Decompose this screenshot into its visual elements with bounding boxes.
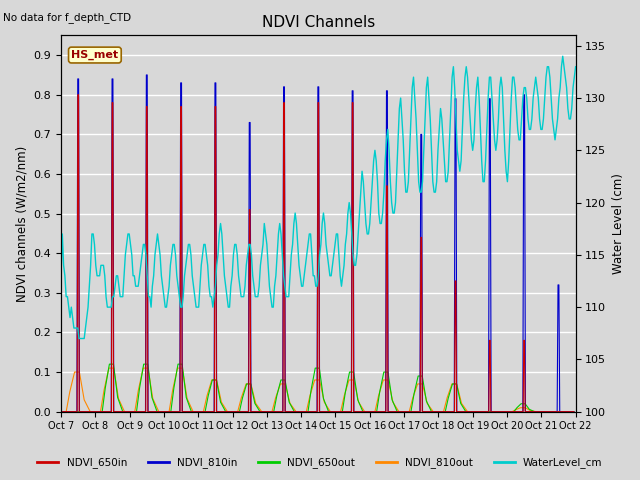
Text: HS_met: HS_met [71, 50, 118, 60]
Text: No data for f_depth_CTD: No data for f_depth_CTD [3, 12, 131, 23]
Title: NDVI Channels: NDVI Channels [262, 15, 375, 30]
Legend: NDVI_650in, NDVI_810in, NDVI_650out, NDVI_810out, WaterLevel_cm: NDVI_650in, NDVI_810in, NDVI_650out, NDV… [33, 453, 607, 472]
Y-axis label: Water Level (cm): Water Level (cm) [612, 173, 625, 274]
Y-axis label: NDVI channels (W/m2/nm): NDVI channels (W/m2/nm) [15, 145, 28, 301]
